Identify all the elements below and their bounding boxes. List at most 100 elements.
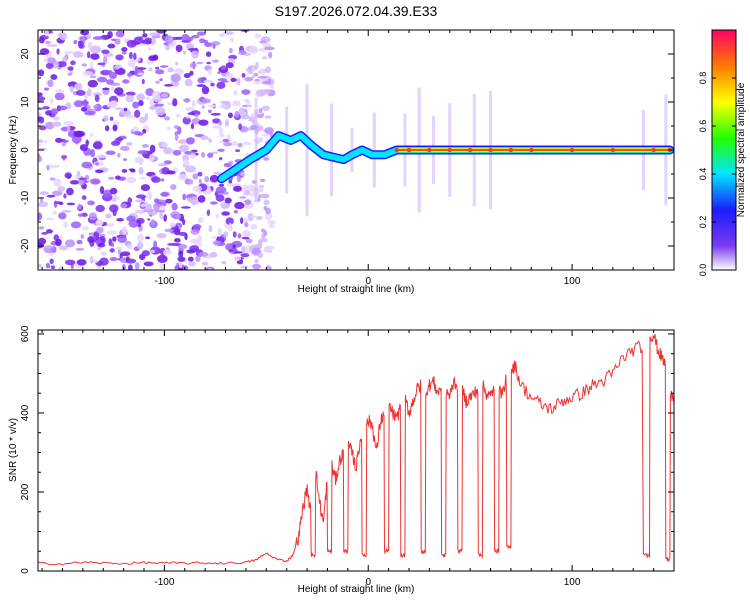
spectrogram-noise-blob xyxy=(137,233,145,242)
spectrogram-noise-blob xyxy=(144,113,149,121)
spectrogram-noise-blob xyxy=(142,33,148,38)
spectrogram-noise-blob xyxy=(192,185,203,192)
spectrogram-noise-blob xyxy=(150,219,156,226)
spectrogram-noise-blob xyxy=(51,121,62,127)
spectrogram-noise-blob xyxy=(90,149,95,158)
spectrogram-noise-blob xyxy=(89,61,94,70)
spectrogram-noise-blob xyxy=(99,186,105,195)
spectrogram-noise-blob xyxy=(97,62,106,66)
spectrogram-noise-blob xyxy=(55,238,62,247)
y-tick-label: 20 xyxy=(20,48,31,60)
spectrogram-noise-blob xyxy=(137,72,145,76)
spectrogram-noise-blob xyxy=(198,251,209,257)
spectrogram-noise-blob xyxy=(82,99,88,108)
spectrogram-noise-blob xyxy=(217,71,221,75)
spectrogram-noise-blob xyxy=(107,31,113,39)
spectrogram-noise-blob xyxy=(94,94,100,103)
spectrogram-noise-blob xyxy=(171,202,178,211)
spectrogram-streak xyxy=(372,112,376,188)
spectrogram-noise-blob xyxy=(215,213,220,218)
x-tick-label: 100 xyxy=(564,276,581,287)
spectrogram-noise-blob xyxy=(221,260,227,265)
spectrogram-noise-blob xyxy=(115,246,123,250)
spectrogram-noise-blob xyxy=(73,130,84,138)
spectrogram-noise-blob xyxy=(38,37,45,44)
spectrogram-noise-blob xyxy=(256,136,264,142)
spectrogram-noise-blob xyxy=(105,150,116,155)
spectrogram-noise-blob xyxy=(233,256,242,262)
spectrogram-noise-blob xyxy=(117,235,127,244)
spectrogram-noise-blob xyxy=(39,191,49,196)
spectrogram-noise-blob xyxy=(58,212,67,220)
spectrogram-noise-blob xyxy=(187,112,196,116)
spectrogram-noise-blob xyxy=(244,98,249,103)
spectrogram-noise-blob xyxy=(153,202,161,211)
spectrogram-noise-blob xyxy=(218,183,225,187)
colorbar-tick-label: 0.8 xyxy=(698,72,708,85)
spectrogram-noise-blob xyxy=(38,153,41,162)
spectrogram-noise-blob xyxy=(109,248,115,253)
spectrogram-noise-blob xyxy=(182,193,187,201)
spectrogram-noise-blob xyxy=(145,96,151,101)
spectrogram-noise-blob xyxy=(45,217,55,221)
spectrogram-noise-blob xyxy=(127,60,136,68)
spectrogram-noise-blob xyxy=(244,199,252,206)
ridge-point xyxy=(488,147,493,153)
ridge-point xyxy=(569,147,575,153)
spectrogram-noise-blob xyxy=(231,101,242,107)
spectrogram-noise-blob xyxy=(217,148,225,152)
spectrogram-noise-blob xyxy=(64,50,75,55)
spectrogram-noise-blob xyxy=(187,47,199,51)
spectrogram-noise-blob xyxy=(230,77,237,83)
spectrogram-noise-blob xyxy=(57,186,66,192)
spectrogram-noise-blob xyxy=(138,43,148,46)
spectrogram-noise-blob xyxy=(133,52,137,60)
spectrogram-noise-blob xyxy=(218,33,225,38)
spectrogram-noise-blob xyxy=(89,75,97,79)
spectrogram-noise-blob xyxy=(248,186,256,192)
spectrogram-noise-blob xyxy=(211,236,217,239)
ridge-point xyxy=(529,147,534,153)
spectrogram-noise-blob xyxy=(154,209,166,213)
spectrogram-noise-blob xyxy=(95,204,105,213)
spectrogram-noise-blob xyxy=(70,221,82,229)
spectrogram-noise-blob xyxy=(150,249,156,254)
colorbar-tick-label: 0.2 xyxy=(698,216,708,229)
spectrogram-noise-blob xyxy=(221,211,230,216)
spectrogram-noise-blob xyxy=(207,267,212,270)
spectrogram-noise-blob xyxy=(206,61,212,65)
spectrogram-noise-blob xyxy=(81,161,93,169)
spectrogram-noise-blob xyxy=(108,71,118,80)
spectrogram-noise-blob xyxy=(197,217,204,224)
spectrogram-noise-blob xyxy=(157,254,168,264)
spectrogram-noise-blob xyxy=(228,249,234,252)
x-tick-label: -100 xyxy=(154,276,174,287)
spectrogram-noise-blob xyxy=(254,258,259,264)
spectrogram-noise-blob xyxy=(133,130,142,136)
spectrogram-noise-blob xyxy=(212,59,219,63)
spectrogram-noise-blob xyxy=(95,169,104,174)
spectrogram-noise-blob xyxy=(187,261,196,267)
spectrogram-noise-blob xyxy=(149,105,157,111)
spectrogram-noise-blob xyxy=(170,184,177,191)
spectrogram-noise-blob xyxy=(132,101,140,109)
spectrogram-noise-blob xyxy=(125,91,136,96)
spectrogram-noise-blob xyxy=(250,224,258,230)
spectrogram-noise-blob xyxy=(196,31,206,36)
spectrogram-noise-blob xyxy=(66,202,76,206)
spectrogram-noise-blob xyxy=(71,135,82,144)
spectrogram-noise-blob xyxy=(189,245,200,252)
spectrogram-streak xyxy=(330,103,334,197)
spectrogram-noise-blob xyxy=(155,80,160,84)
spectrogram-noise-blob xyxy=(93,160,105,167)
spectrogram-noise-blob xyxy=(163,214,168,222)
spectrogram-noise-blob xyxy=(259,40,267,44)
spectrogram-noise-blob xyxy=(49,164,60,169)
spectrogram-noise-blob xyxy=(185,106,195,112)
spectrogram-noise-blob xyxy=(200,152,206,158)
spectrogram-ridge-layer xyxy=(216,131,674,184)
ridge-point xyxy=(298,133,304,138)
colorbar-tick-label: 0.0 xyxy=(698,264,708,277)
spectrogram-noise-blob xyxy=(39,48,50,55)
spectrogram-noise-blob xyxy=(263,199,270,206)
